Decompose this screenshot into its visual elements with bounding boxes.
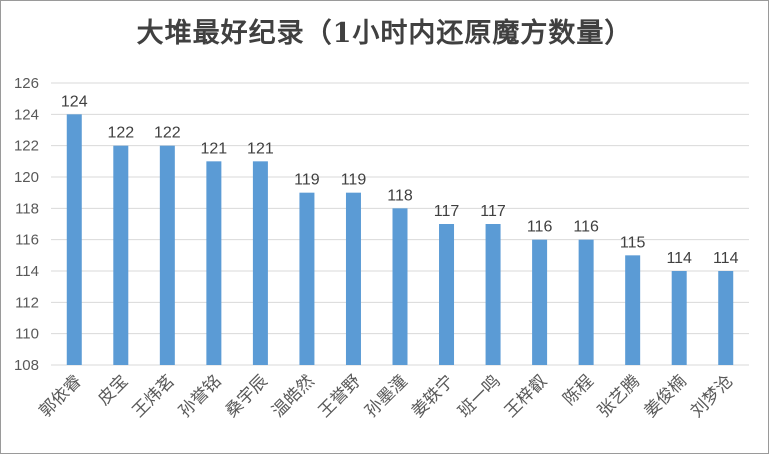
data-label: 121 [247, 140, 274, 157]
chart-title: 大堆最好纪录（1小时内还原魔方数量） [136, 18, 633, 49]
x-category-label: 温皓然 [268, 371, 318, 421]
data-label: 118 [387, 187, 413, 204]
x-category-label: 张艺腾 [594, 371, 644, 421]
data-label: 124 [61, 93, 88, 110]
y-tick-label: 114 [15, 263, 39, 280]
bar [578, 239, 594, 365]
y-axis-ticks: 108 110 112 114 116 118 120 122 124 126 [14, 75, 39, 374]
bar [439, 224, 455, 365]
y-tick-label: 126 [14, 75, 39, 92]
x-category-label: 王誉野 [315, 371, 365, 421]
bar [718, 271, 734, 365]
data-label: 117 [480, 203, 506, 220]
bar [113, 145, 129, 365]
y-tick-label: 124 [14, 106, 39, 123]
x-category-label: 王梓叡 [501, 371, 551, 421]
x-category-label: 桑宇辰 [222, 371, 272, 421]
data-label: 119 [294, 172, 320, 189]
y-tick-label: 112 [15, 294, 39, 311]
bar [299, 192, 315, 365]
data-label: 121 [201, 140, 228, 157]
bar [532, 239, 548, 365]
data-label: 115 [620, 234, 646, 251]
bar [252, 161, 268, 365]
bar [159, 145, 175, 365]
data-label: 122 [154, 125, 181, 142]
y-tick-label: 122 [14, 138, 39, 155]
bar [625, 255, 641, 365]
data-label: 114 [713, 250, 739, 267]
x-category-label: 郭依睿 [36, 371, 86, 421]
y-tick-label: 116 [15, 232, 39, 249]
data-label: 117 [434, 203, 460, 220]
y-tick-label: 110 [15, 326, 39, 343]
data-label: 116 [527, 219, 553, 236]
bar [345, 192, 361, 365]
bar [66, 114, 82, 365]
data-label: 114 [666, 250, 692, 267]
y-tick-label: 118 [15, 200, 39, 217]
bars [66, 114, 734, 365]
data-label: 116 [573, 219, 599, 236]
x-category-label: 班一鸣 [454, 371, 504, 421]
x-category-label: 姜轶宁 [408, 371, 458, 421]
y-tick-label: 120 [14, 169, 39, 186]
x-category-label: 王炜茗 [129, 371, 179, 421]
x-category-label: 皮宝 [94, 371, 132, 409]
x-category-label: 孙墨潼 [361, 371, 411, 421]
x-category-label: 陈程 [559, 371, 597, 409]
data-labels: 124 122 122 121 121 119 119 118 117 117 116 116 115 1… [61, 93, 739, 267]
x-category-label: 孙誉铭 [175, 371, 225, 421]
bar [485, 224, 501, 365]
x-category-label: 姜俊楠 [641, 371, 691, 421]
y-tick-label: 108 [14, 357, 39, 374]
bar [392, 208, 408, 365]
x-category-label: 刘梦沧 [687, 371, 737, 421]
data-label: 122 [107, 125, 134, 142]
bar [671, 271, 687, 365]
data-label: 119 [341, 172, 367, 189]
bar [206, 161, 222, 365]
